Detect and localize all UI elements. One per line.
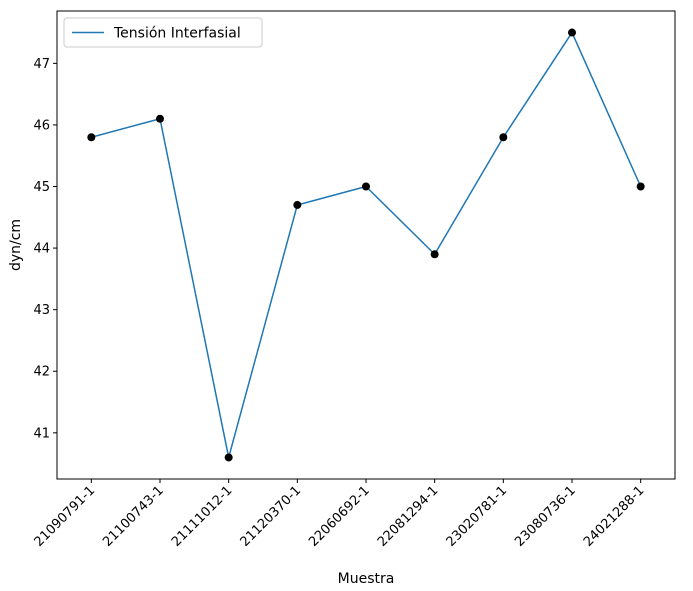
data-point: [636, 182, 645, 191]
x-tick-label: 23080736-1: [512, 483, 579, 550]
data-point: [293, 200, 302, 209]
x-axis-label: Muestra: [338, 571, 395, 587]
x-tick-label: 23020781-1: [444, 483, 511, 550]
y-tick-label: 43: [33, 303, 50, 318]
y-tick-label: 44: [33, 242, 50, 257]
y-axis-label: dyn/cm: [8, 219, 24, 271]
legend-label: Tensión Interfasial: [113, 26, 241, 42]
data-point: [568, 28, 576, 37]
y-tick-label: 45: [33, 180, 50, 195]
x-tick-label: 21111012-1: [169, 483, 236, 550]
x-tick-label: 24021288-1: [581, 483, 648, 550]
plot-area: [56, 10, 676, 480]
data-point: [87, 133, 96, 142]
series-layer: [87, 28, 645, 462]
x-tick-label: 22081294-1: [375, 483, 442, 550]
data-point: [499, 133, 508, 142]
legend: Tensión Interfasial: [63, 17, 263, 48]
legend-box: [63, 17, 263, 48]
data-point: [224, 453, 233, 462]
series-line: [91, 31, 642, 459]
plot-frame: [56, 10, 676, 480]
y-tick-label: 47: [33, 57, 50, 72]
y-tick-label: 41: [33, 426, 50, 441]
x-axis: 21090791-1 21100743-1 21111012-1 21120370-1…: [32, 479, 648, 550]
data-point: [156, 114, 164, 123]
x-tick-label: 22060692-1: [306, 483, 373, 550]
y-tick-label: 46: [33, 118, 50, 133]
x-tick-label: 21100743-1: [100, 483, 167, 550]
x-tick-label: 21090791-1: [32, 483, 99, 550]
x-tick-label: 21120370-1: [238, 483, 305, 550]
data-point: [430, 250, 439, 259]
data-point: [362, 182, 370, 191]
y-axis: 41 42 43 44 45 46 47: [33, 57, 57, 441]
y-tick-label: 42: [33, 365, 50, 380]
